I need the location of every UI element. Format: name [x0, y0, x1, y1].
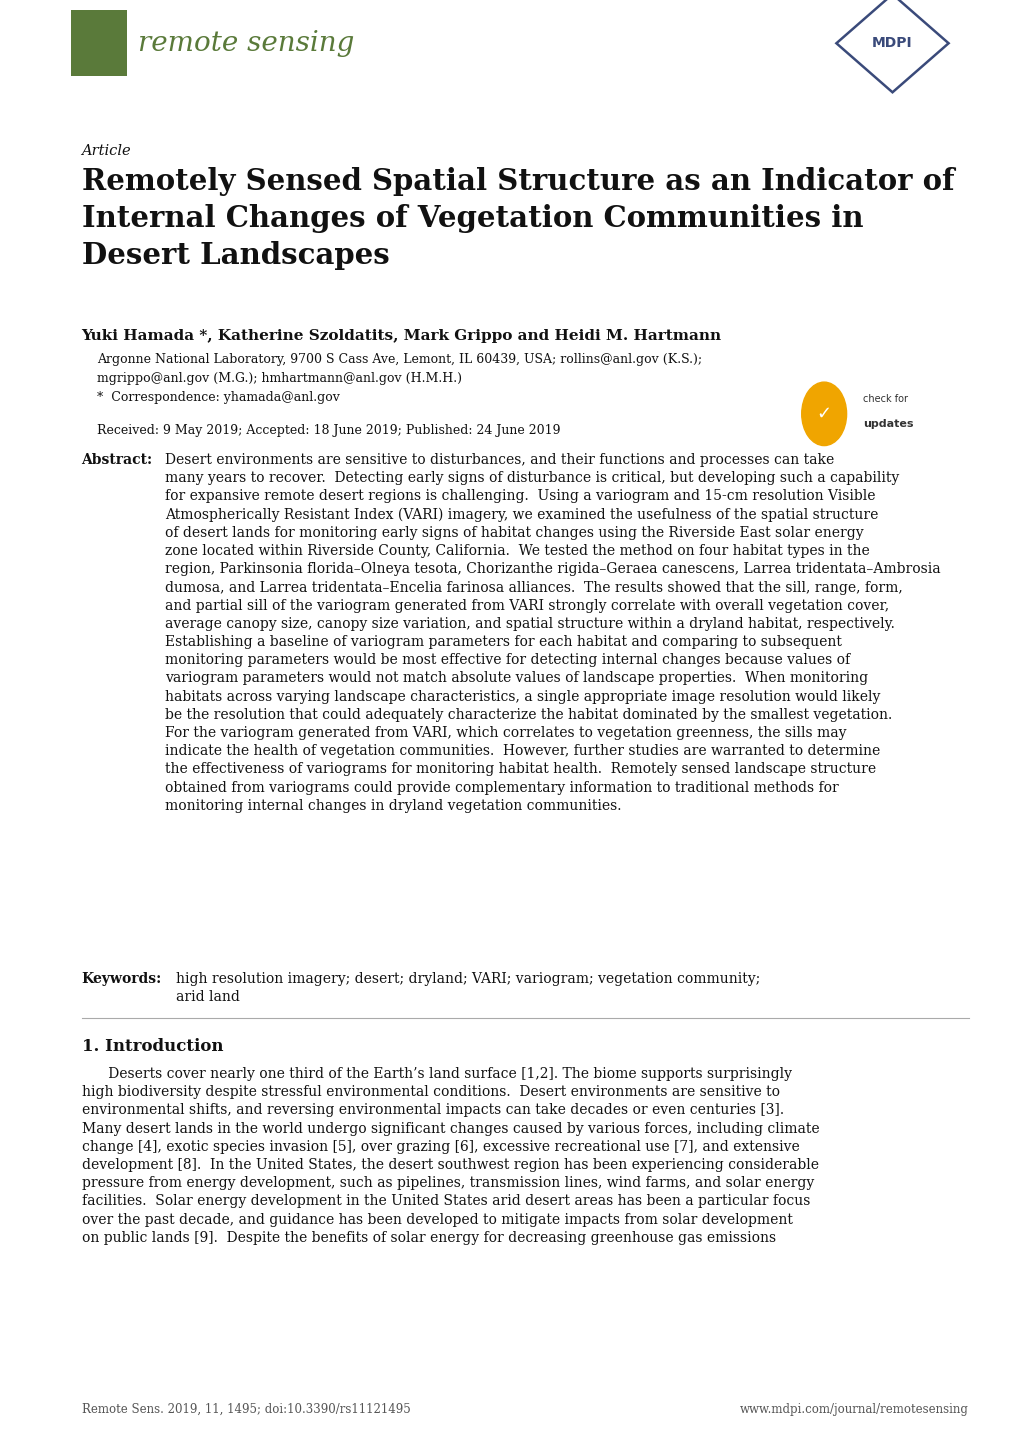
Text: *  Correspondence: yhamada@anl.gov: * Correspondence: yhamada@anl.gov — [97, 391, 339, 404]
Text: remote sensing: remote sensing — [138, 30, 354, 56]
Text: Abstract:: Abstract: — [82, 453, 153, 467]
Circle shape — [801, 382, 846, 446]
Text: Argonne National Laboratory, 9700 S Cass Ave, Lemont, IL 60439, USA; rollins@anl: Argonne National Laboratory, 9700 S Cass… — [97, 353, 701, 366]
Text: 1. Introduction: 1. Introduction — [82, 1038, 223, 1056]
Text: MDPI: MDPI — [871, 36, 912, 50]
Text: ✓: ✓ — [816, 405, 830, 423]
Text: Keywords:: Keywords: — [82, 972, 162, 986]
Text: Remotely Sensed Spatial Structure as an Indicator of
Internal Changes of Vegetat: Remotely Sensed Spatial Structure as an … — [82, 167, 953, 270]
FancyBboxPatch shape — [71, 10, 127, 76]
Text: mgrippo@anl.gov (M.G.); hmhartmann@anl.gov (H.M.H.): mgrippo@anl.gov (M.G.); hmhartmann@anl.g… — [97, 372, 462, 385]
Text: Received: 9 May 2019; Accepted: 18 June 2019; Published: 24 June 2019: Received: 9 May 2019; Accepted: 18 June … — [97, 424, 559, 437]
Text: Desert environments are sensitive to disturbances, and their functions and proce: Desert environments are sensitive to dis… — [165, 453, 940, 813]
Text: Deserts cover nearly one third of the Earth’s land surface [1,2]. The biome supp: Deserts cover nearly one third of the Ea… — [82, 1067, 818, 1244]
Text: updates: updates — [862, 420, 913, 428]
Text: high resolution imagery; desert; dryland; VARI; variogram; vegetation community;: high resolution imagery; desert; dryland… — [176, 972, 760, 1004]
Text: Remote Sens. 2019, 11, 1495; doi:10.3390/rs11121495: Remote Sens. 2019, 11, 1495; doi:10.3390… — [82, 1403, 410, 1416]
Text: www.mdpi.com/journal/remotesensing: www.mdpi.com/journal/remotesensing — [740, 1403, 968, 1416]
Text: Yuki Hamada *, Katherine Szoldatits, Mark Grippo and Heidi M. Hartmann: Yuki Hamada *, Katherine Szoldatits, Mar… — [82, 329, 721, 343]
Text: Article: Article — [82, 144, 131, 159]
Text: check for: check for — [862, 395, 907, 404]
